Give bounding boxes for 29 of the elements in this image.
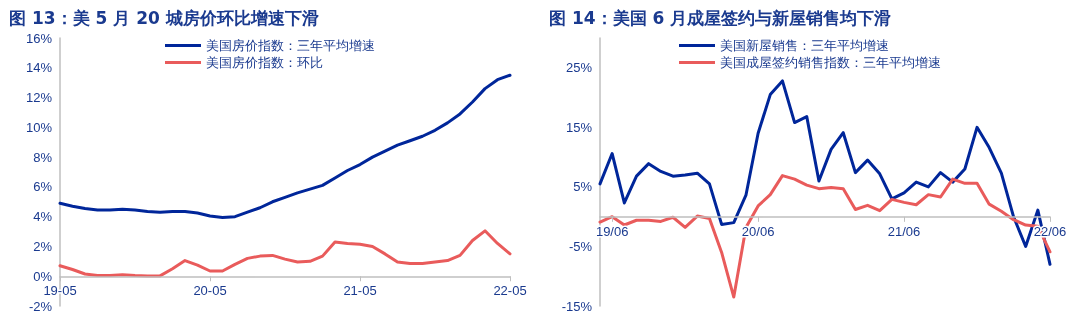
x-tick-label: 20-05 [193,283,227,299]
y-tick-label: 2% [33,238,53,254]
y-tick-label: 6% [33,179,53,195]
y-tick-label: 14% [25,60,53,76]
y-tick-label: 4% [33,209,53,225]
y-tick-label: 12% [25,90,53,106]
chart-title: 图 14：美国 6 月成屋签约与新屋销售均下滑 [549,7,892,28]
y-tick-label: -5% [568,238,593,254]
legend-label: 美国成屋签约销售指数：三年平均增速 [720,55,941,70]
x-tick-label: 21-05 [343,283,377,299]
line-series [58,73,512,219]
y-tick-label: 8% [33,149,53,165]
y-tick-label: -15% [561,298,593,314]
x-tick-label: 21/06 [887,223,921,239]
y-tick-label: 15% [565,119,593,135]
y-tick-label: 10% [25,119,53,135]
legend-label: 美国房价指数：三年平均增速 [206,38,375,53]
x-tick-label: 19-05 [43,283,77,299]
legend-label: 美国新屋销售：三年平均增速 [720,38,889,53]
y-tick-label: 16% [25,30,53,46]
y-tick-label: 25% [565,60,593,76]
y-tick-label: -2% [28,298,53,314]
x-tick-label: 19/06 [595,223,629,239]
line-series [58,229,512,278]
y-tick-label: 5% [573,179,593,195]
legend-label: 美国房价指数：环比 [206,55,323,70]
x-tick-label: 22-05 [493,283,527,299]
y-tick-label: 0% [33,268,53,284]
chart-title: 图 13：美 5 月 20 城房价环比增速下滑 [9,7,319,28]
